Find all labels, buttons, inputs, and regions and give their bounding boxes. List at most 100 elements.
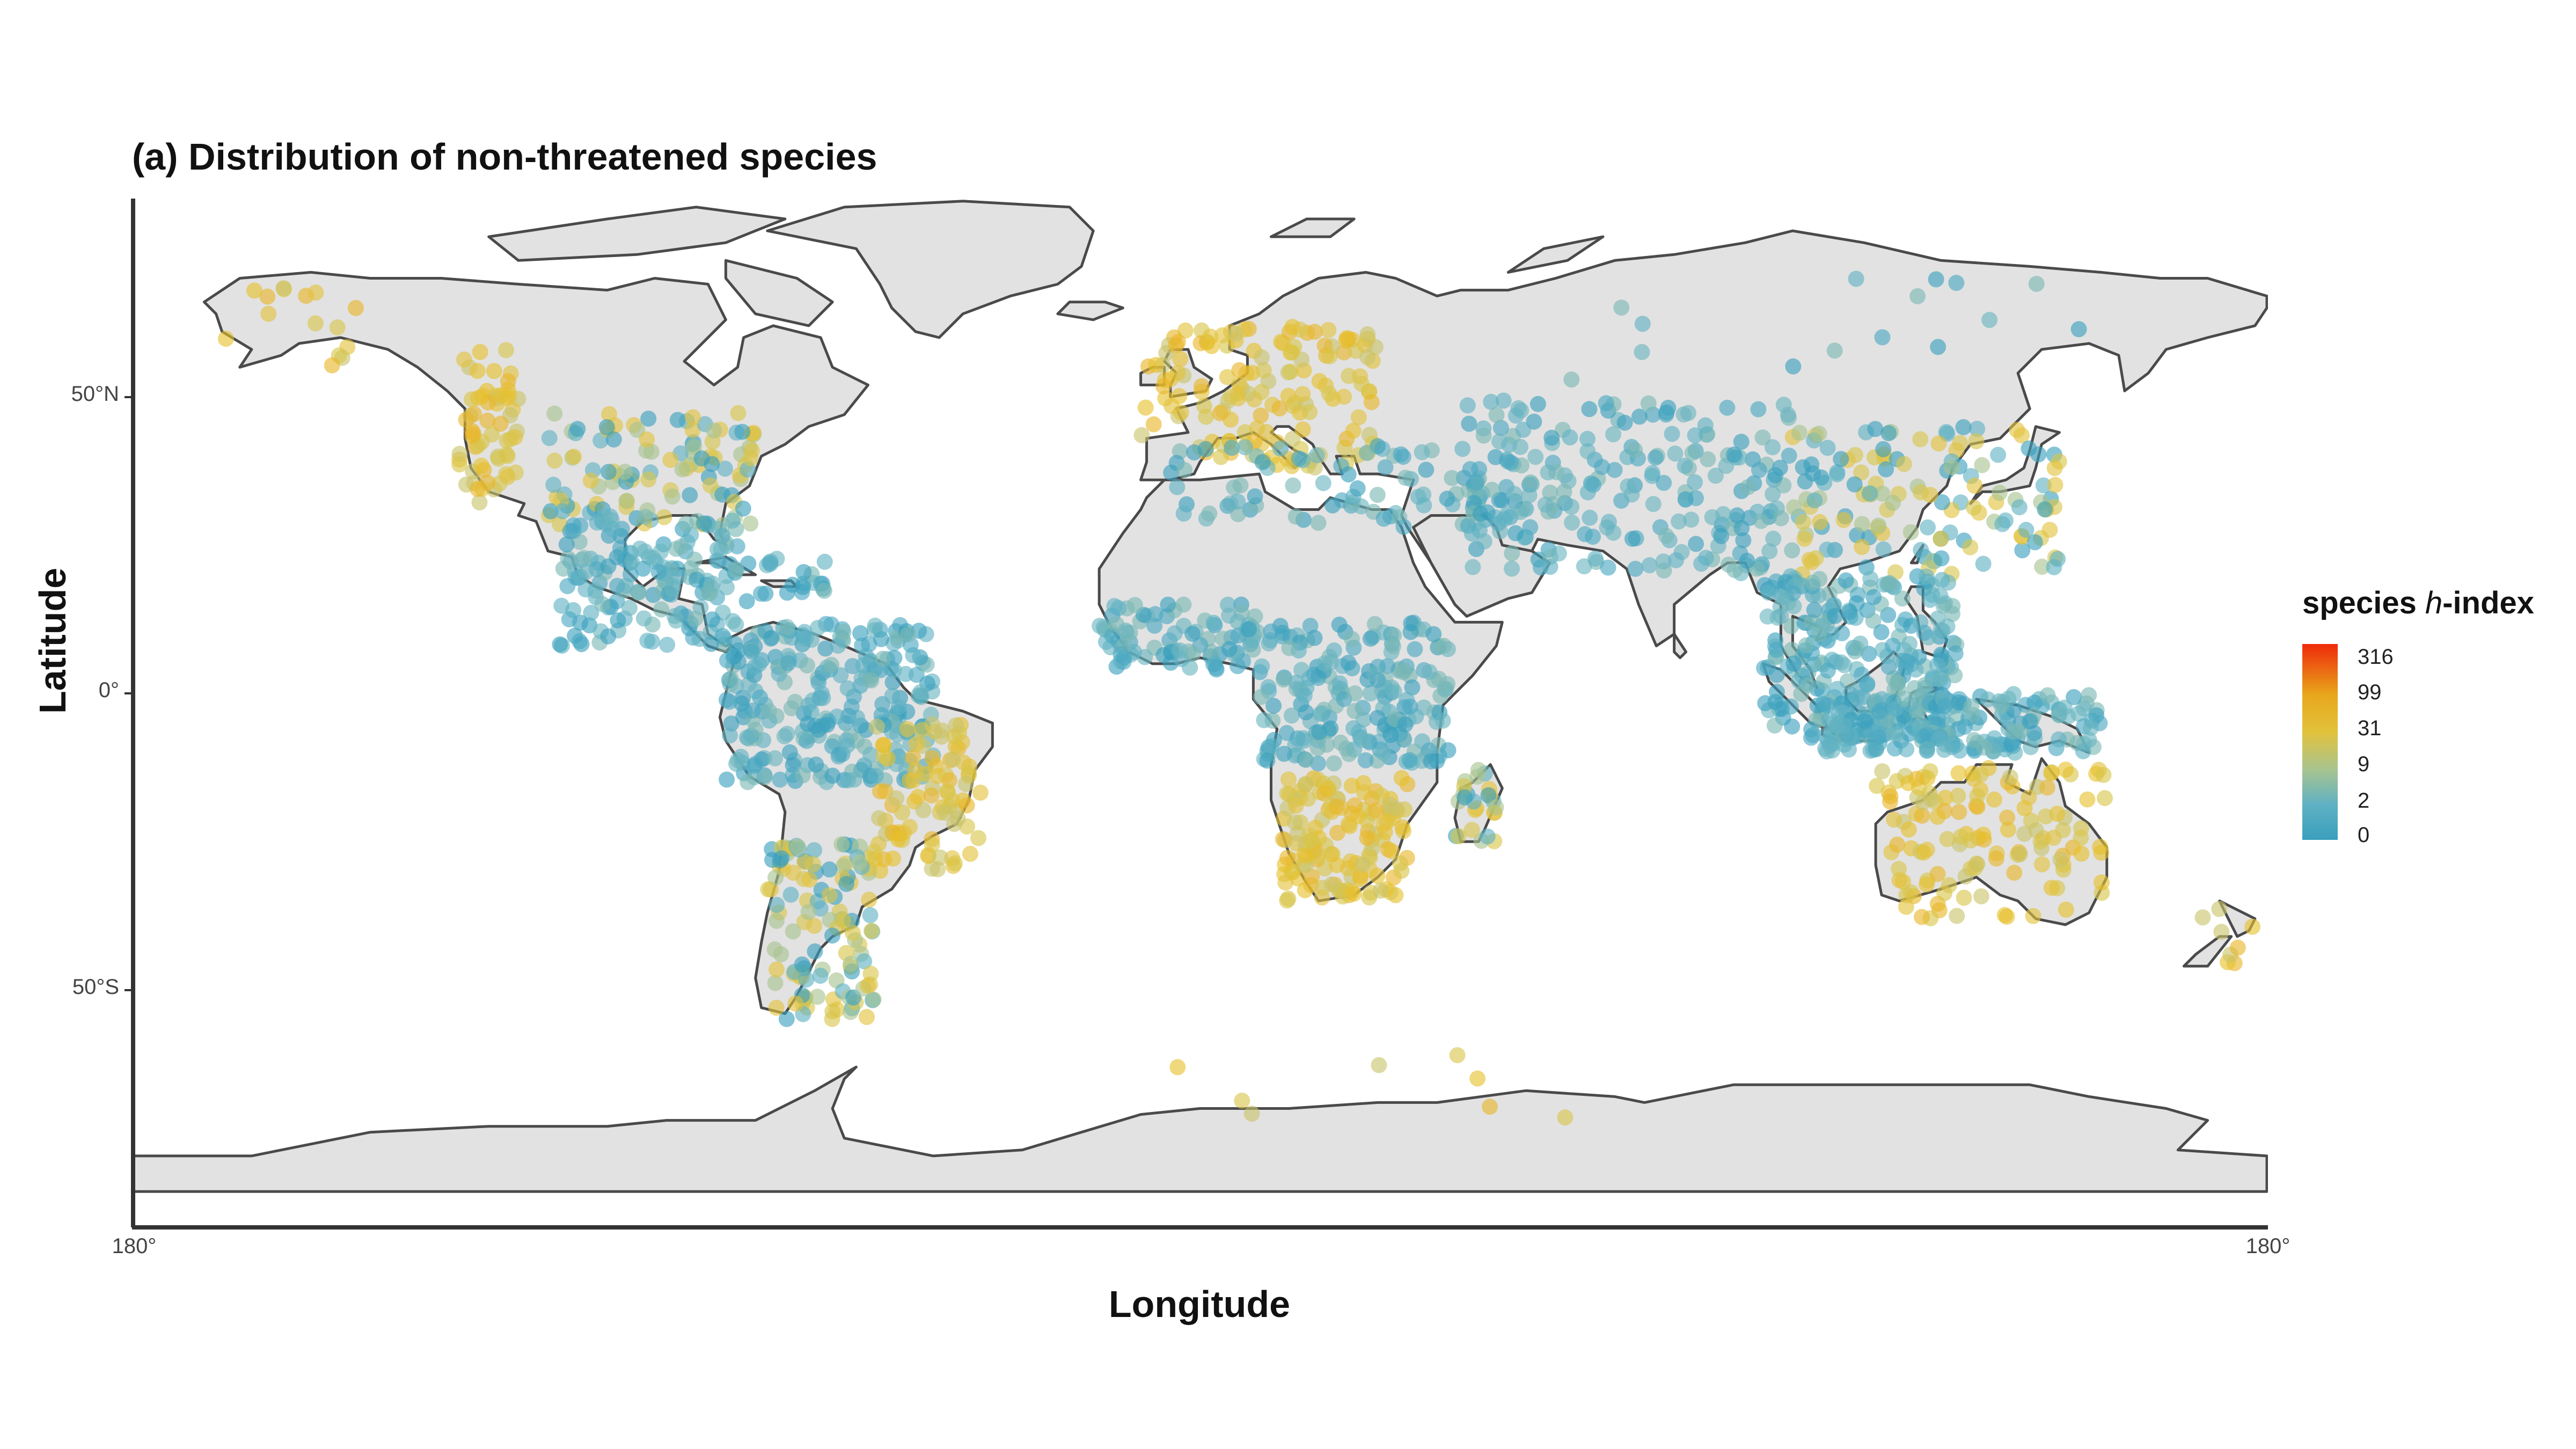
occurrence-point <box>923 787 940 804</box>
occurrence-point <box>1309 848 1326 865</box>
occurrence-point <box>912 684 929 700</box>
occurrence-point <box>566 449 582 465</box>
occurrence-point <box>1259 752 1276 769</box>
occurrence-point <box>1372 882 1389 899</box>
occurrence-point <box>1263 623 1279 640</box>
occurrence-point <box>861 891 877 908</box>
occurrence-point <box>1439 676 1455 692</box>
occurrence-point <box>1936 742 1952 758</box>
occurrence-point <box>705 575 721 592</box>
occurrence-point <box>1919 741 1936 757</box>
occurrence-point <box>1933 671 1949 688</box>
occurrence-point <box>1848 640 1865 656</box>
occurrence-point <box>1186 444 1203 460</box>
occurrence-point <box>910 788 926 805</box>
occurrence-point <box>1393 862 1410 879</box>
occurrence-point <box>1562 429 1578 445</box>
occurrence-point <box>1224 440 1240 456</box>
occurrence-point <box>1819 697 1835 713</box>
occurrence-point <box>1476 533 1492 550</box>
occurrence-point <box>1193 378 1210 394</box>
occurrence-point <box>1459 397 1476 414</box>
occurrence-point <box>1463 822 1480 838</box>
occurrence-point <box>1813 469 1829 486</box>
occurrence-point <box>1321 348 1338 364</box>
occurrence-point <box>1298 752 1314 768</box>
occurrence-point <box>936 804 953 821</box>
occurrence-point <box>1414 444 1430 460</box>
landmass-antarctica <box>132 1065 2268 1193</box>
occurrence-point <box>779 584 795 601</box>
occurrence-point <box>1340 466 1357 482</box>
occurrence-point <box>1173 404 1189 421</box>
occurrence-point <box>1440 742 1457 758</box>
occurrence-point <box>1713 528 1730 544</box>
occurrence-point <box>862 747 879 763</box>
occurrence-point <box>863 923 880 939</box>
occurrence-point <box>2081 687 2097 704</box>
occurrence-point <box>1203 338 1220 354</box>
occurrence-point <box>1922 791 1939 807</box>
occurrence-point <box>1472 506 1489 522</box>
occurrence-point <box>2194 909 2211 926</box>
occurrence-point <box>1773 510 1789 526</box>
occurrence-point <box>1359 830 1375 846</box>
occurrence-point <box>1785 655 1802 672</box>
occurrence-point <box>2009 422 2025 438</box>
occurrence-point <box>1598 395 1614 412</box>
occurrence-point <box>767 975 784 991</box>
occurrence-point <box>1647 449 1664 466</box>
occurrence-point <box>1369 868 1386 884</box>
occurrence-point <box>1963 832 1979 848</box>
occurrence-point <box>1875 441 1892 457</box>
occurrence-point <box>972 785 989 801</box>
occurrence-point <box>259 288 276 305</box>
occurrence-point <box>682 487 698 503</box>
occurrence-point <box>1888 726 1905 742</box>
occurrence-point <box>1133 427 1150 443</box>
occurrence-point <box>1819 662 1836 679</box>
occurrence-point <box>908 736 925 752</box>
occurrence-point <box>894 804 911 821</box>
occurrence-point <box>1175 506 1192 522</box>
occurrence-point <box>728 562 744 579</box>
occurrence-point <box>1166 625 1183 642</box>
occurrence-point <box>1512 504 1529 520</box>
occurrence-point <box>1346 702 1363 719</box>
occurrence-point <box>947 855 963 872</box>
occurrence-point <box>1376 679 1393 696</box>
occurrence-point <box>807 943 823 960</box>
occurrence-point <box>1766 717 1783 734</box>
occurrence-point <box>1450 828 1467 845</box>
occurrence-point <box>1899 653 1915 670</box>
occurrence-point <box>1898 741 1915 758</box>
landmass-arctic-isl <box>487 206 787 262</box>
occurrence-point <box>2018 522 2035 538</box>
occurrence-point <box>1331 675 1348 692</box>
occurrence-point <box>1761 543 1778 560</box>
occurrence-point <box>1241 621 1257 638</box>
occurrence-point <box>714 528 730 544</box>
occurrence-point <box>576 550 592 566</box>
occurrence-point <box>872 783 888 800</box>
occurrence-point <box>1169 364 1186 381</box>
occurrence-point <box>2000 690 2017 707</box>
occurrence-point <box>1919 841 1935 858</box>
occurrence-point <box>905 749 921 766</box>
occurrence-point <box>1176 462 1193 478</box>
occurrence-point <box>2095 767 2112 783</box>
occurrence-point <box>543 503 559 519</box>
occurrence-point <box>324 357 340 374</box>
occurrence-point <box>1934 494 1950 510</box>
occurrence-point <box>1256 712 1272 728</box>
occurrence-point <box>492 415 509 432</box>
occurrence-point <box>2034 559 2051 575</box>
occurrence-point <box>779 726 795 742</box>
occurrence-point <box>499 432 515 449</box>
occurrence-point <box>1368 802 1384 818</box>
occurrence-point <box>1914 909 1930 925</box>
occurrence-point <box>1916 625 1933 641</box>
occurrence-point <box>854 637 870 654</box>
occurrence-point <box>824 1011 840 1027</box>
occurrence-point <box>915 802 932 818</box>
